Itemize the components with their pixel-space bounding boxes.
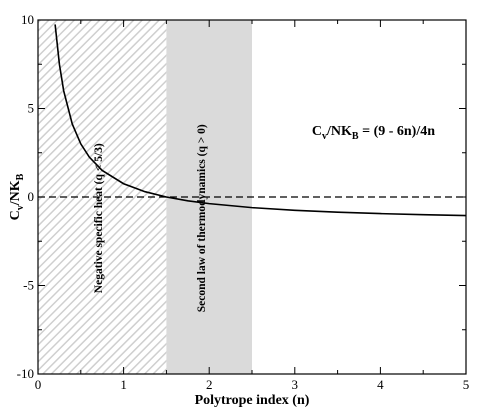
- region-label-2: Second law of thermodynamics (q > 0): [196, 124, 208, 312]
- x-axis: 0 1 2 3 4 5: [35, 20, 470, 392]
- y-tick-label: -10: [17, 366, 34, 381]
- y-tick-label: 5: [28, 101, 35, 116]
- x-tick-label: 0: [35, 377, 42, 392]
- y-axis: -10 -5 0 5 10: [17, 12, 466, 381]
- series: [54, 24, 466, 217]
- shaded-region-1: [38, 20, 167, 374]
- region-label-1: Negative specific heat (q < 5/3): [93, 143, 105, 293]
- x-axis-label: Polytrope index (n): [195, 393, 310, 408]
- formula-annotation: Cv/NKB = (9 - 6n)/4n: [312, 124, 435, 142]
- x-tick-label: 3: [292, 377, 299, 392]
- x-tick-label: 4: [377, 377, 384, 392]
- y-tick-label: 0: [28, 189, 35, 204]
- y-tick-label: -5: [23, 278, 34, 293]
- x-tick-label: 1: [120, 377, 127, 392]
- x-tick-label: 5: [463, 377, 470, 392]
- y-tick-label: 10: [21, 12, 34, 27]
- x-tick-label: 2: [206, 377, 213, 392]
- region-labels: Negative specific heat (q < 5/3) Second l…: [93, 124, 208, 312]
- series-line-1: [54, 24, 466, 217]
- y-axis-label: Cv/NKB: [8, 173, 26, 220]
